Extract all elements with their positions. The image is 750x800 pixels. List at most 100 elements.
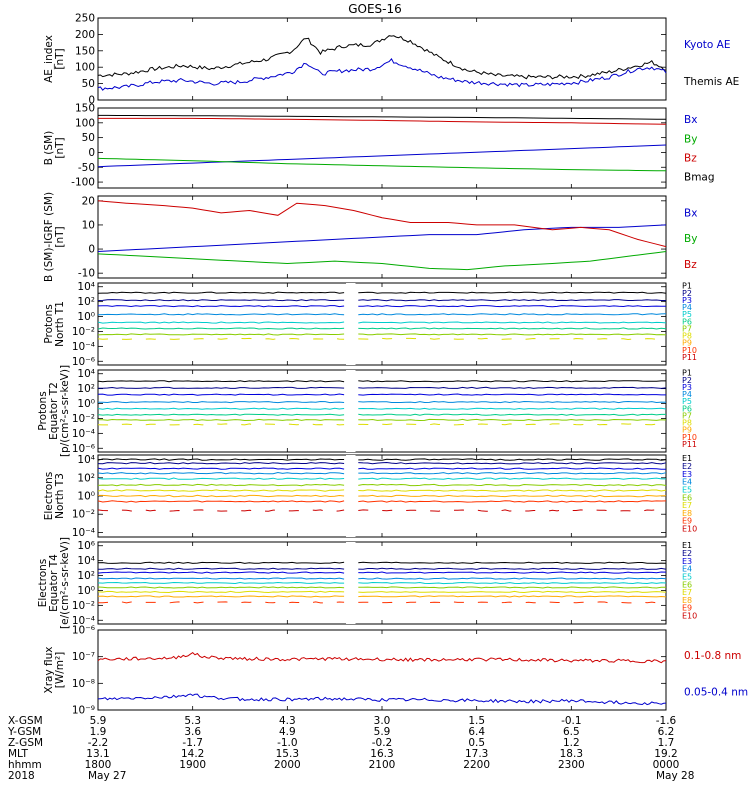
electrons_t3-ytick-label: 10⁰ [77, 491, 95, 503]
protons_t2-ylabel: ProtonsEquator T2[p/(cm²-s-sr-keV)] [37, 365, 71, 457]
ae-series-Themis-AE [97, 58, 667, 91]
footer-value: -2.2 [88, 737, 109, 749]
protons_t1-legend-P10: P10 [682, 346, 697, 355]
footer-row-label: X-GSM [8, 715, 43, 727]
protons_t2-series-P3 [97, 393, 345, 396]
electrons_t4-series-E5 [358, 581, 667, 585]
electrons_t3-series-E7 [358, 489, 667, 492]
electrons_t3-series-E5 [97, 477, 345, 480]
protons_t1-ytick-label: 10⁻⁴ [72, 341, 95, 353]
electrons_t3-series-E9 [97, 500, 345, 503]
electrons_t4-series-E2 [97, 567, 345, 570]
protons_t2-legend-P1: P1 [682, 369, 692, 378]
xray-ylabel: Xray flux[W/m²] [43, 647, 66, 694]
footer-value: -1.0 [277, 737, 298, 749]
footer-value: 19.2 [654, 748, 677, 760]
footer-value: 5.3 [184, 715, 201, 727]
electrons_t3-series-E2 [97, 461, 345, 465]
bsm-legend-By: By [684, 133, 697, 145]
electrons_t4-legend-E4: E4 [682, 565, 692, 574]
footer-value: 18.3 [560, 748, 583, 760]
footer-value: 17.3 [465, 748, 488, 760]
protons_t2-legend-P10: P10 [682, 433, 697, 442]
electrons_t3-legend-E5: E5 [682, 485, 692, 494]
protons_t1-frame [97, 282, 667, 366]
bsm-legend-Bx: Bx [684, 114, 697, 126]
ae-legend-Themis-AE: Themis AE [683, 76, 739, 88]
footer-value: 5.9 [374, 726, 391, 738]
electrons_t4-series-E9 [358, 601, 667, 604]
footer-value: 1800 [85, 759, 112, 771]
electrons_t4-series-E9 [98, 601, 345, 604]
protons_t2-frame [97, 369, 667, 453]
footer-row-label: 2018 [8, 770, 35, 782]
protons_t1-series-P2 [358, 299, 666, 302]
footer-value: 1.5 [468, 715, 485, 727]
protons_t1-legend-P1: P1 [682, 282, 692, 291]
electrons_t3-legend-E6: E6 [682, 493, 692, 502]
protons_t1-legend-P4: P4 [682, 303, 692, 312]
footer-value: 6.4 [468, 726, 485, 738]
protons_t1-ytick-label: 10⁰ [77, 311, 95, 323]
ae-ytick-label: 50 [82, 78, 95, 90]
xray-ytick-label: 10⁻⁹ [72, 705, 95, 717]
electrons_t3-legend-E2: E2 [682, 462, 692, 471]
xray-ytick-label: 10⁻⁸ [72, 678, 95, 690]
electrons_t3-legend-E10: E10 [682, 525, 697, 534]
electrons_t4-series-E1 [358, 561, 667, 564]
footer-row-label: Y-GSM [7, 726, 41, 738]
xray-ytick-label: 10⁻⁷ [72, 651, 95, 663]
bsm-ytick-label: 100 [75, 117, 95, 129]
electrons_t3-legend-E1: E1 [682, 454, 692, 463]
bsmigrf-legend-By: By [684, 233, 697, 245]
electrons_t4-series-E4 [358, 577, 667, 580]
protons_t1-legend-P8: P8 [682, 332, 692, 341]
electrons_t3-series-E1 [358, 458, 667, 461]
bsm-series-Bmag [98, 114, 667, 120]
bsm-ytick-label: 150 [75, 103, 95, 115]
xray-ytick-label: 10⁻⁶ [72, 625, 95, 637]
electrons_t3-ytick-label: 10⁴ [77, 454, 95, 466]
electrons_t4-legend-E8: E8 [682, 596, 692, 605]
footer-value: 13.1 [86, 748, 109, 760]
electrons_t3-legend-E9: E9 [682, 517, 692, 526]
electrons_t3-series-E4 [358, 472, 667, 475]
electrons_t4-series-E8 [97, 595, 345, 598]
footer-value: 0000 [653, 759, 680, 771]
bsm-ytick-label: 50 [82, 132, 95, 144]
ae-ytick-label: 250 [75, 13, 95, 25]
ae-ytick-label: 0 [88, 95, 95, 107]
protons_t1-series-P1 [97, 291, 345, 294]
bsmigrf-series-Bx [97, 224, 667, 252]
electrons_t4-series-E1 [97, 561, 345, 564]
ae-frame [97, 17, 667, 101]
footer-value: 1.9 [90, 726, 107, 738]
protons_t1-series-P7 [97, 333, 345, 336]
footer-value: 0.5 [468, 737, 485, 749]
footer-value: 4.3 [279, 715, 296, 727]
protons_t1-ytick-label: 10⁴ [77, 281, 95, 293]
protons_t1-legend-P9: P9 [682, 339, 692, 348]
protons_t1-ytick-label: 10⁻² [72, 326, 95, 338]
ae-ylabel: AE_index[nT] [43, 35, 66, 83]
electrons_t4-legend-E5: E5 [682, 572, 692, 581]
electrons_t3-series-E8 [358, 494, 667, 498]
protons_t1-series-P8 [358, 337, 667, 341]
electrons_t3-series-E9 [358, 500, 667, 503]
electrons_t4-ytick-label: 10⁴ [77, 555, 95, 567]
protons_t1-series-P5 [358, 321, 667, 324]
protons_t2-ytick-label: 10⁻⁶ [72, 443, 95, 455]
electrons_t4-series-E3 [97, 571, 345, 574]
electrons_t3-series-E5 [358, 477, 666, 480]
electrons_t4-ytick-label: 10⁰ [77, 585, 95, 597]
bsmigrf-legend-Bz: Bz [684, 259, 697, 271]
protons_t2-ytick-label: 10² [77, 383, 95, 395]
protons_t2-series-P8 [358, 423, 667, 426]
protons_t2-series-P3 [358, 393, 666, 396]
bsm-ylabel: B (SM)[nT] [43, 131, 66, 165]
footer-value: May 27 [88, 770, 126, 782]
footer-value: 1.2 [563, 737, 580, 749]
protons_t1-legend-P7: P7 [682, 324, 692, 333]
footer-value: 2300 [558, 759, 585, 771]
